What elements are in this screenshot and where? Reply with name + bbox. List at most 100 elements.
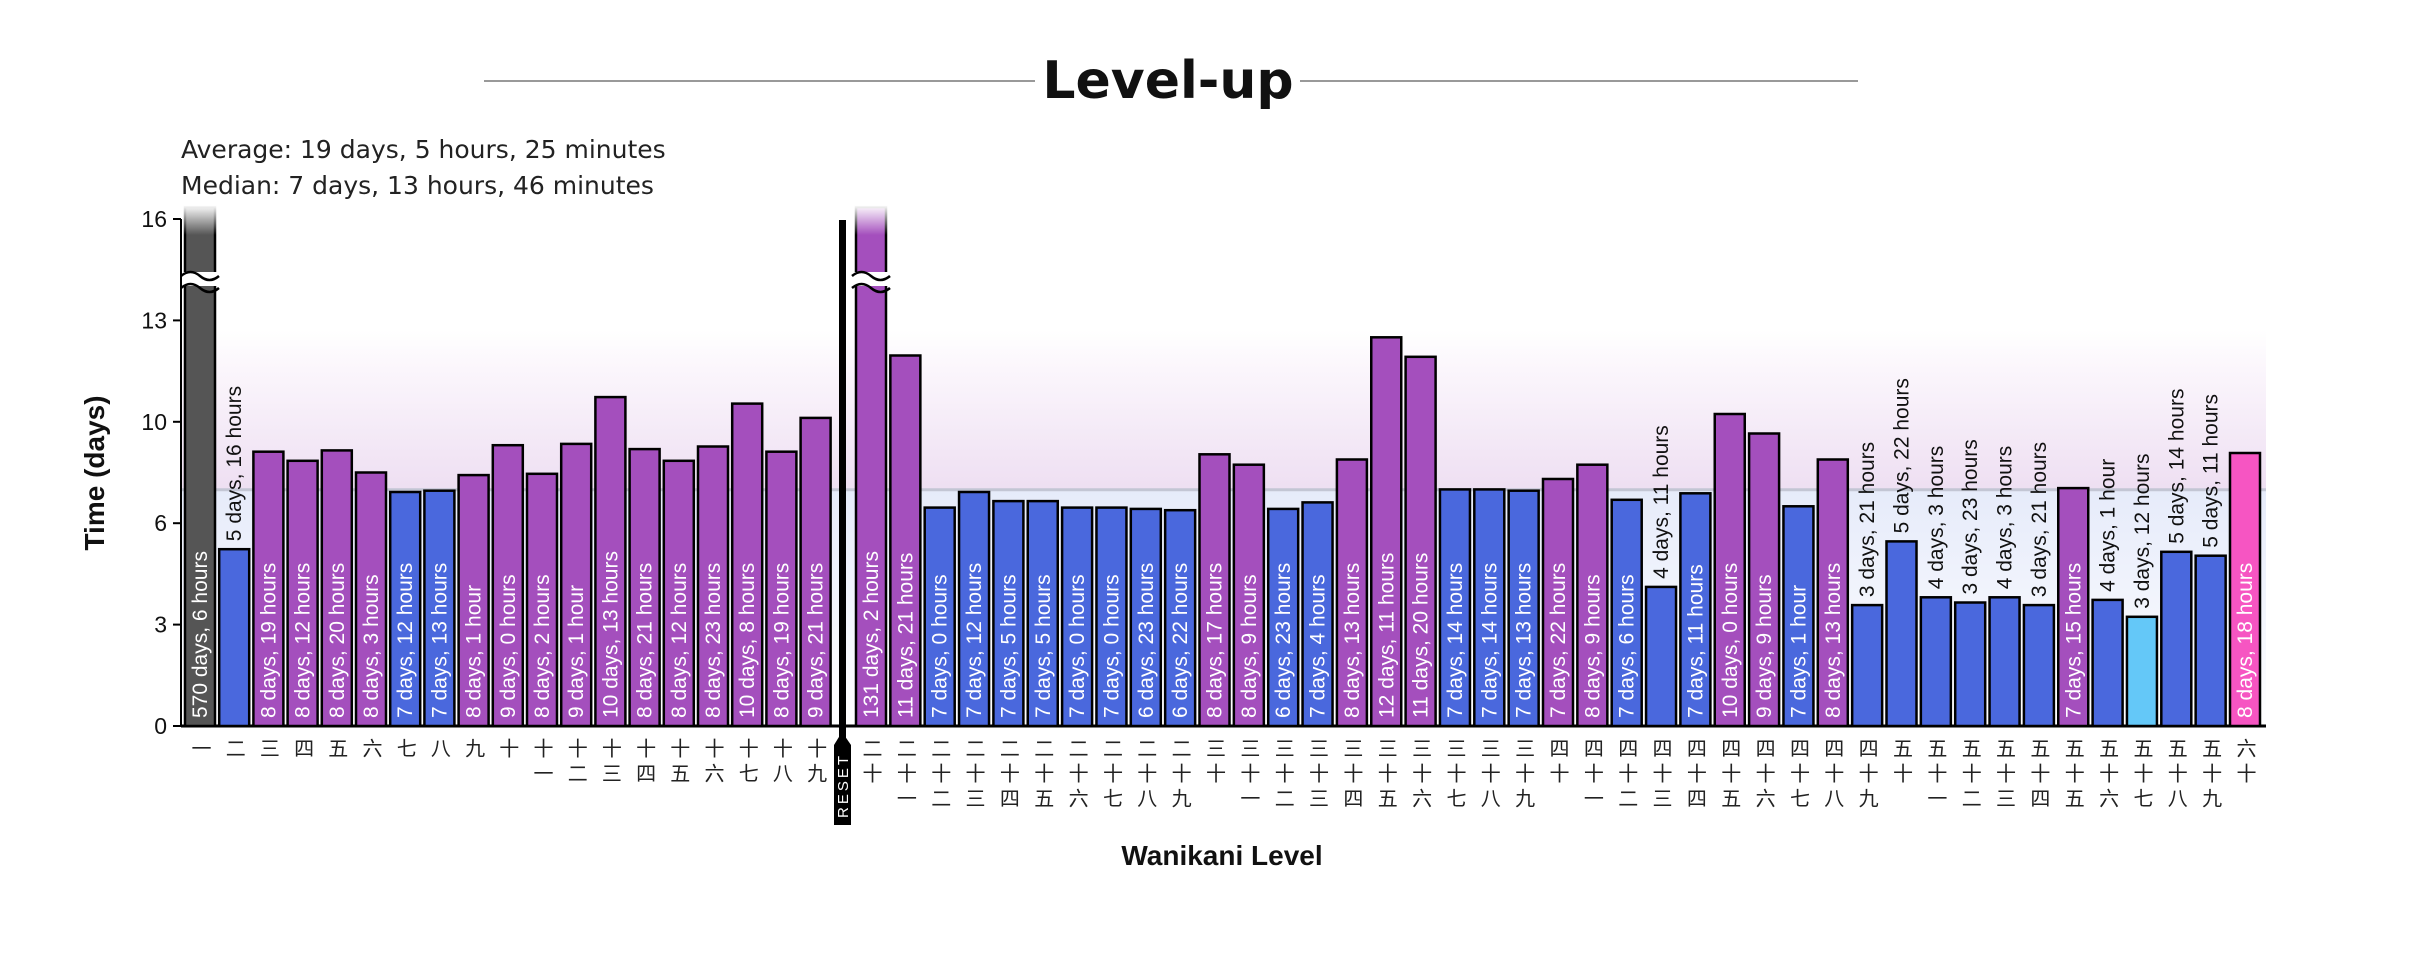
bar <box>1885 540 1918 728</box>
bar <box>1232 463 1266 728</box>
bar-value-label: 5 days, 16 hours <box>223 386 246 541</box>
bar-group: 131 days, 2 hours <box>851 205 891 728</box>
bar-value-label: 6 days, 23 hours <box>1272 563 1295 718</box>
bar-value-label: 8 days, 19 hours <box>770 563 793 718</box>
x-tick-label: 十九 <box>804 738 828 788</box>
bar-group: 8 days, 13 hours <box>1816 458 1850 728</box>
bar-group: 8 days, 1 hour <box>457 473 490 728</box>
bar-value-label: 7 days, 14 hours <box>1444 563 1467 718</box>
bar <box>525 472 559 728</box>
bar <box>1404 355 1437 728</box>
bar-value-label: 7 days, 14 hours <box>1478 563 1501 718</box>
x-tick-label: 五十四 <box>2027 738 2051 813</box>
bar-value-label: 8 days, 1 hour <box>463 585 486 718</box>
bar <box>854 205 888 728</box>
bar-group: 4 days, 3 hours <box>1988 446 2021 728</box>
axis-break-gap <box>854 272 888 286</box>
x-tick-label: 十四 <box>633 738 657 788</box>
bar-value-label: 9 days, 0 hours <box>497 574 520 718</box>
x-tick-label: 二 <box>222 738 246 763</box>
bar <box>2022 603 2056 728</box>
bar-value-label: 5 days, 14 hours <box>2165 389 2188 544</box>
bar-group: 8 days, 12 hours <box>662 459 696 728</box>
bar <box>594 395 627 728</box>
bar-value-label: 3 days, 21 hours <box>1856 442 1879 597</box>
bar-fade <box>183 205 217 235</box>
bars: 570 days, 6 hours 5 days, 16 hours 8 days,… <box>180 205 2262 728</box>
x-axis-labels: 一二三四五六七八九十十一 十二 十三 十四 十五 十六 十七 十八 十九 二十 二十一 二十二 二十三二… <box>188 738 2257 813</box>
bar-value-label: 10 days, 8 hours <box>736 563 759 718</box>
bar-group: 7 days, 12 hours <box>957 490 991 728</box>
x-tick-label: 十七 <box>735 738 759 788</box>
x-tick-label: 二十三 <box>962 738 986 813</box>
y-axis-title: Time (days) <box>79 395 110 550</box>
median-stat: Median: 7 days, 13 hours, 46 minutes <box>181 171 654 200</box>
bar-value-label: 8 days, 9 hours <box>1238 574 1261 718</box>
bar-group: 7 days, 1 hour <box>1782 505 1815 728</box>
bar-value-label: 8 days, 21 hours <box>634 563 657 718</box>
bar <box>1850 603 1884 728</box>
bar-value-label: 9 days, 9 hours <box>1753 574 1776 718</box>
bar-value-label: 3 days, 12 hours <box>2131 454 2154 609</box>
x-tick-label: 三 <box>256 738 280 763</box>
x-tick-label: 一 <box>188 738 212 763</box>
x-tick-label: 四十六 <box>1752 738 1776 813</box>
bar-value-label: 3 days, 21 hours <box>2028 442 2051 597</box>
bar <box>992 499 1025 728</box>
x-tick-label: 四十九 <box>1855 738 1879 813</box>
bar-group: 7 days, 4 hours <box>1301 501 1334 728</box>
x-tick-label: 二十二 <box>928 738 952 813</box>
x-tick-label: 五十一 <box>1924 738 1948 813</box>
bar-group: 8 days, 3 hours <box>354 471 388 728</box>
x-tick-label: 七 <box>393 738 417 763</box>
bar-value-label: 8 days, 20 hours <box>326 563 349 718</box>
bar-value-label: 8 days, 17 hours <box>1204 563 1227 718</box>
bar-group: 3 days, 12 hours <box>2125 454 2159 728</box>
bar <box>2194 554 2227 728</box>
x-tick-label: 五十五 <box>2061 738 2085 813</box>
bar <box>320 449 354 728</box>
axis-break-icon <box>851 270 891 294</box>
bar-group: 6 days, 23 hours <box>1129 507 1163 728</box>
x-tick-label: 四十八 <box>1821 738 1845 813</box>
x-tick-label: 三十五 <box>1374 738 1398 813</box>
bar-value-label: 11 days, 21 hours <box>894 553 917 718</box>
bar-value-label: 7 days, 1 hour <box>1787 585 1810 718</box>
bar <box>1610 498 1643 728</box>
bar-value-label: 570 days, 6 hours <box>189 551 212 718</box>
x-axis-title: Wanikani Level <box>1121 840 1322 871</box>
x-tick-label: 三十六 <box>1409 738 1433 813</box>
bar-value-label: 7 days, 5 hours <box>1032 574 1055 718</box>
bar <box>765 450 798 728</box>
bar-group: 7 days, 0 hours <box>1095 506 1128 728</box>
x-tick-label: 三十三 <box>1306 738 1330 813</box>
bar <box>1507 489 1540 728</box>
x-tick-label: 五十三 <box>1993 738 2017 813</box>
bar <box>1370 336 1403 728</box>
bar <box>1541 477 1575 728</box>
x-tick-label: 四十五 <box>1718 738 1742 813</box>
x-tick-label: 四 <box>291 738 315 763</box>
bar-fade <box>854 205 888 235</box>
x-tick-label: 六十 <box>2233 738 2257 788</box>
bar <box>1266 507 1300 728</box>
chart-title: Level-up <box>1042 51 1293 111</box>
bar-value-label: 8 days, 19 hours <box>257 563 280 718</box>
bar-group: 5 days, 16 hours <box>217 386 251 728</box>
bar-group: 7 days, 0 hours <box>923 506 956 728</box>
bar-group: 8 days, 19 hours <box>252 450 285 728</box>
bar-group: 7 days, 13 hours <box>423 489 456 728</box>
bar-group: 8 days, 12 hours <box>286 459 319 728</box>
reset-marker: RESET <box>834 220 852 825</box>
x-tick-label: 三十七 <box>1443 738 1467 813</box>
bar-group: 9 days, 1 hour <box>559 442 593 728</box>
bar-value-label: 7 days, 0 hours <box>1100 574 1123 718</box>
axis-break-icon <box>180 270 220 294</box>
bar <box>1438 488 1472 728</box>
bar-value-label: 7 days, 13 hours <box>428 563 451 718</box>
bar-group: 8 days, 23 hours <box>696 445 730 728</box>
bar-group: 4 days, 3 hours <box>1919 446 1953 728</box>
x-tick-label: 五 <box>325 738 349 763</box>
bar <box>2228 451 2262 728</box>
bar-group: 8 days, 9 hours <box>1576 463 1609 728</box>
